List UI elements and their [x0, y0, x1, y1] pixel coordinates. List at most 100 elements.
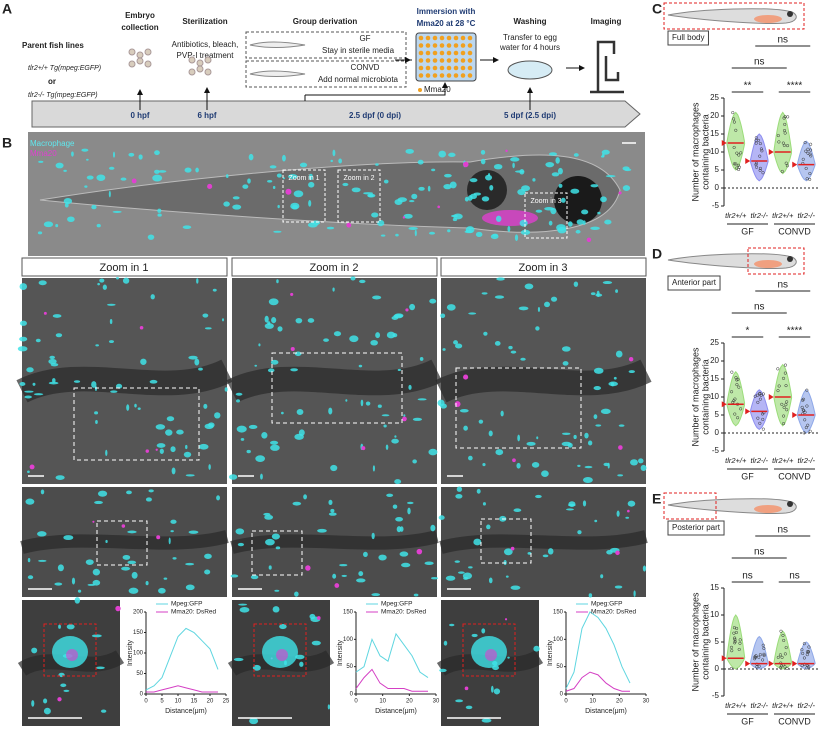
macrophage [323, 338, 329, 342]
bacteria [512, 458, 516, 463]
macrophage [92, 568, 101, 576]
y-axis-label: Number of macrophages [690, 347, 700, 447]
macrophage [547, 548, 554, 555]
macrophage [518, 306, 529, 311]
macrophage [482, 502, 486, 506]
macrophage [128, 152, 135, 157]
x-tick-label: tlr2-/- [798, 456, 816, 465]
macrophage [204, 569, 211, 575]
dot [732, 120, 736, 124]
macrophage [414, 229, 417, 237]
macrophage [351, 187, 361, 193]
region-box [663, 2, 805, 30]
macrophage [381, 414, 390, 417]
macrophage [510, 585, 521, 590]
macrophage [63, 535, 74, 541]
macrophage [106, 303, 116, 306]
dot [758, 142, 762, 146]
macrophage [188, 355, 198, 360]
zoom-header [21, 257, 228, 277]
zoom-header [231, 257, 438, 277]
macrophage [444, 173, 452, 178]
embryo [128, 48, 136, 56]
bacteria [155, 448, 158, 451]
macrophage [493, 688, 501, 695]
macrophage [375, 332, 381, 339]
step-text: Transfer to egg [503, 33, 557, 42]
macrophage [221, 318, 225, 322]
y-tick-label: 50 [346, 664, 353, 670]
macrophage [417, 159, 424, 165]
dot [777, 384, 781, 388]
dot [753, 657, 757, 661]
dot [782, 638, 786, 642]
macrophage [239, 607, 250, 613]
dot [732, 117, 736, 121]
dot [802, 656, 806, 660]
macrophage [127, 530, 137, 534]
macrophage [308, 200, 312, 207]
bacteria [416, 548, 423, 555]
macrophage [548, 152, 558, 156]
macrophage [19, 283, 28, 290]
time-label: 5 dpf (2.5 dpi) [504, 111, 556, 120]
macrophage [84, 185, 88, 188]
median-arrow [721, 655, 727, 662]
macrophage [625, 516, 630, 519]
embryo [136, 57, 144, 65]
macrophage [507, 656, 510, 659]
x-axis-label: Distance(μm) [375, 708, 417, 715]
dot [758, 166, 762, 170]
bacteria [290, 292, 294, 296]
macrophage [71, 151, 74, 157]
macrophage [468, 455, 473, 461]
significance: ns [777, 35, 788, 46]
bacteria [92, 520, 95, 523]
macrophage [81, 148, 89, 152]
region-label-box [667, 30, 709, 46]
bacteria [628, 356, 634, 362]
macrophage [112, 210, 122, 214]
macrophage [307, 318, 315, 323]
eye [554, 176, 602, 224]
macrophage [524, 283, 534, 290]
macrophage [311, 640, 321, 646]
macrophage [573, 281, 579, 287]
dot [808, 171, 812, 176]
macrophage [203, 403, 208, 409]
dot [805, 653, 809, 657]
well [425, 65, 431, 71]
dot [806, 650, 810, 654]
series-line [355, 668, 428, 692]
series-line [146, 685, 218, 693]
dot [782, 422, 786, 426]
dot [730, 649, 734, 653]
dot [804, 166, 808, 170]
dot [754, 654, 758, 658]
bacteria [43, 311, 47, 315]
series-line [355, 632, 429, 679]
series-line [145, 627, 219, 691]
macrophage [250, 574, 259, 580]
macrophage [535, 326, 540, 331]
macrophage [230, 574, 239, 578]
macrophage [548, 220, 553, 226]
macrophage [295, 654, 305, 660]
dot [801, 651, 805, 656]
macrophage [171, 467, 176, 475]
macrophage [339, 563, 348, 567]
violin [773, 111, 793, 175]
median-arrow [721, 140, 727, 146]
macrophage [537, 307, 541, 312]
macrophage [367, 193, 376, 198]
macrophage [246, 449, 251, 454]
dot [759, 147, 763, 151]
macrophage [397, 368, 401, 372]
macrophage [204, 327, 212, 330]
dot [738, 638, 742, 642]
macrophage [63, 197, 73, 205]
macrophage [545, 162, 555, 168]
macrophage [273, 230, 282, 233]
macrophage [495, 449, 504, 456]
dot [809, 148, 813, 152]
